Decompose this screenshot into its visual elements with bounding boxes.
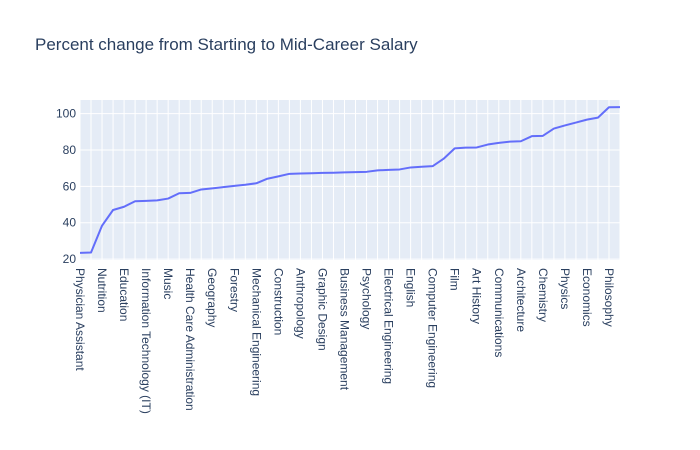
gridlines (79, 100, 621, 260)
x-tick-label: Information Technology (IT) (139, 268, 153, 414)
x-tick-label: Health Care Administration (183, 268, 197, 411)
x-tick-label: Business Management (337, 268, 351, 391)
x-tick-label: Geography (205, 268, 219, 327)
x-tick-label: Computer Engineering (426, 268, 440, 388)
x-tick-label: Forestry (227, 268, 241, 312)
x-tick-label: Chemistry (536, 268, 550, 322)
series-line (79, 106, 621, 254)
y-tick-label: 20 (63, 252, 77, 266)
x-tick-label: Physics (558, 268, 572, 309)
x-tick-label: Anthropology (293, 268, 307, 339)
x-tick-label: Film (448, 268, 462, 291)
x-tick-label: Construction (271, 268, 285, 335)
x-tick-label: Architecture (514, 268, 528, 332)
y-tick-label: 60 (63, 179, 77, 193)
x-tick-label: Electrical Engineering (382, 268, 396, 384)
x-tick-label: Education (117, 268, 131, 321)
y-tick-label: 80 (63, 143, 77, 157)
y-tick-label: 40 (63, 216, 77, 230)
x-tick-label: Art History (470, 268, 484, 324)
x-tick-label: Economics (580, 268, 594, 327)
x-tick-label: Nutrition (95, 268, 109, 313)
series-line-layer (79, 106, 621, 254)
y-tick-label: 100 (56, 107, 76, 121)
x-tick-label: Mechanical Engineering (249, 268, 263, 396)
x-tick-label: Graphic Design (315, 268, 329, 351)
x-axis-ticks: Physician Assistant Nutrition Education Inf… (73, 268, 616, 414)
chart-title: Percent change from Starting to Mid-Care… (35, 35, 418, 54)
x-tick-label: Physician Assistant (73, 268, 87, 371)
y-axis-ticks: 20 40 60 80 100 (56, 107, 76, 266)
x-tick-label: Philosophy (602, 268, 616, 327)
plot-area (80, 100, 620, 260)
x-tick-label: Communications (492, 268, 506, 357)
x-tick-label: English (404, 268, 418, 307)
x-tick-label: Psychology (360, 268, 374, 329)
x-tick-label: Music (161, 268, 175, 299)
